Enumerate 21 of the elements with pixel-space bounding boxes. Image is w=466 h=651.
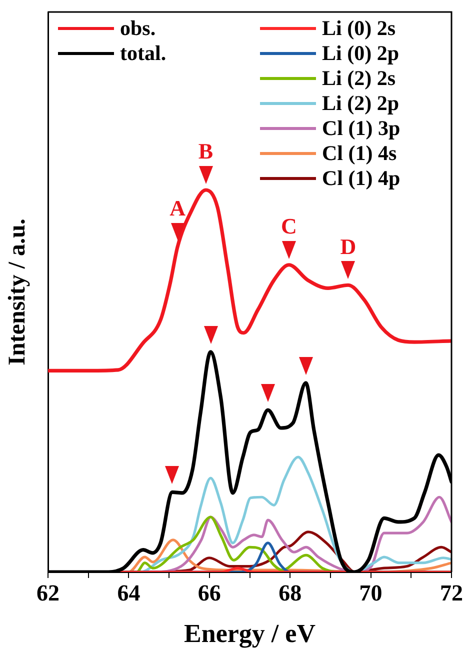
x-tick-label: 62	[36, 580, 60, 606]
x-tick-label: 72	[440, 580, 463, 606]
legend-label: Cl (1) 3p	[322, 116, 400, 141]
legend-label: total.	[120, 41, 166, 66]
x-tick-label: 70	[359, 580, 382, 606]
legend-label: Li (0) 2p	[322, 41, 400, 66]
legend-label: Cl (1) 4s	[322, 141, 397, 166]
annotation: A	[170, 196, 186, 221]
legend-label: Cl (1) 4p	[322, 166, 400, 191]
annotation: D	[340, 234, 356, 259]
annotation: B	[198, 138, 214, 164]
x-tick-label: 68	[278, 580, 302, 606]
x-axis-title: Energy / eV	[184, 619, 316, 648]
legend-label: Li (2) 2p	[322, 91, 400, 116]
annotation: C	[280, 214, 297, 239]
legend-label: Li (2) 2s	[322, 66, 396, 91]
x-tick-label: 66	[198, 580, 221, 606]
x-tick-label: 64	[117, 580, 141, 606]
y-axis-title: Intensity / a.u.	[4, 218, 31, 366]
legend-label: obs.	[120, 16, 156, 41]
legend-label: Li (0) 2s	[322, 16, 396, 41]
